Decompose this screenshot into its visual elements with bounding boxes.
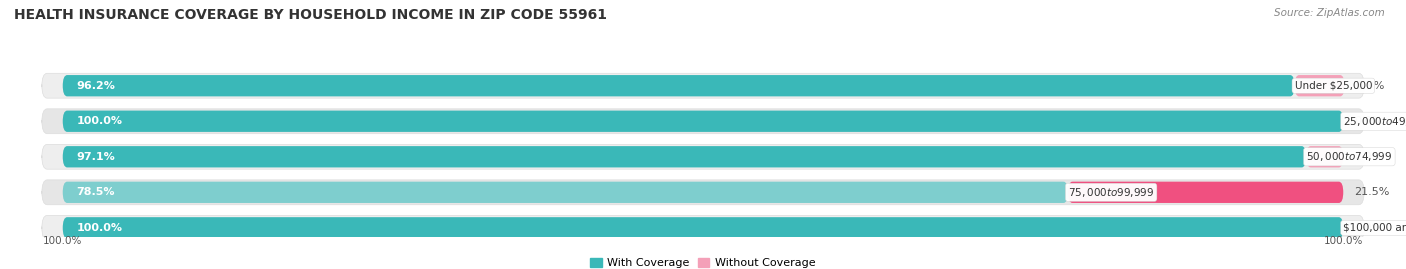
Text: 2.9%: 2.9% xyxy=(1354,152,1384,162)
FancyBboxPatch shape xyxy=(1295,75,1344,96)
Text: 100.0%: 100.0% xyxy=(1323,236,1362,246)
Text: 100.0%: 100.0% xyxy=(77,116,122,126)
FancyBboxPatch shape xyxy=(63,182,1069,203)
Text: 96.2%: 96.2% xyxy=(77,81,115,91)
FancyBboxPatch shape xyxy=(42,73,1364,98)
Text: 0.0%: 0.0% xyxy=(1354,223,1382,233)
Text: 97.1%: 97.1% xyxy=(77,152,115,162)
FancyBboxPatch shape xyxy=(63,217,1343,239)
Text: 21.5%: 21.5% xyxy=(1354,187,1389,197)
FancyBboxPatch shape xyxy=(63,75,1295,96)
Text: 100.0%: 100.0% xyxy=(44,236,83,246)
FancyBboxPatch shape xyxy=(42,109,1364,134)
FancyBboxPatch shape xyxy=(1069,182,1343,203)
Text: 78.5%: 78.5% xyxy=(77,187,115,197)
Text: $100,000 and over: $100,000 and over xyxy=(1343,223,1406,233)
Text: 100.0%: 100.0% xyxy=(77,223,122,233)
FancyBboxPatch shape xyxy=(63,111,1343,132)
Text: Source: ZipAtlas.com: Source: ZipAtlas.com xyxy=(1274,8,1385,18)
FancyBboxPatch shape xyxy=(42,144,1364,169)
FancyBboxPatch shape xyxy=(1306,146,1343,167)
Text: 3.9%: 3.9% xyxy=(1355,81,1384,91)
Text: Under $25,000: Under $25,000 xyxy=(1295,81,1372,91)
FancyBboxPatch shape xyxy=(63,146,1306,167)
Legend: With Coverage, Without Coverage: With Coverage, Without Coverage xyxy=(586,253,820,269)
Text: $75,000 to $99,999: $75,000 to $99,999 xyxy=(1069,186,1154,199)
Text: 0.0%: 0.0% xyxy=(1354,116,1382,126)
Text: HEALTH INSURANCE COVERAGE BY HOUSEHOLD INCOME IN ZIP CODE 55961: HEALTH INSURANCE COVERAGE BY HOUSEHOLD I… xyxy=(14,8,607,22)
FancyBboxPatch shape xyxy=(42,180,1364,205)
FancyBboxPatch shape xyxy=(42,215,1364,240)
Text: $25,000 to $49,999: $25,000 to $49,999 xyxy=(1343,115,1406,128)
Text: $50,000 to $74,999: $50,000 to $74,999 xyxy=(1306,150,1392,163)
